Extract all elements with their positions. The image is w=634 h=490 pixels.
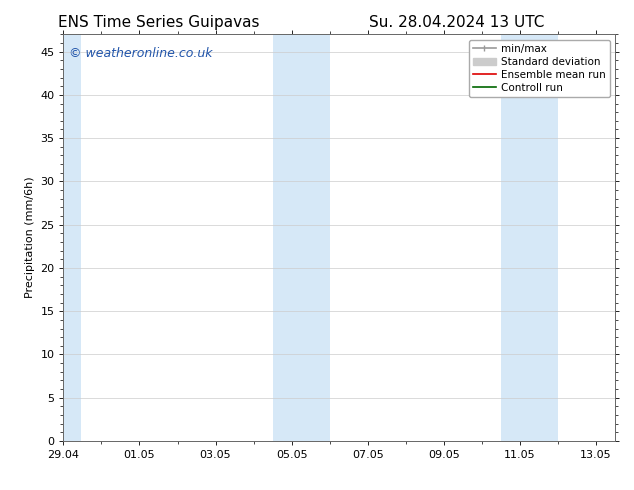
Bar	[63, 34, 81, 441]
Text: Su. 28.04.2024 13 UTC: Su. 28.04.2024 13 UTC	[369, 15, 544, 30]
Y-axis label: Precipitation (mm/6h): Precipitation (mm/6h)	[25, 177, 35, 298]
Text: ENS Time Series Guipavas: ENS Time Series Guipavas	[58, 15, 259, 30]
Bar	[501, 34, 558, 441]
Text: © weatheronline.co.uk: © weatheronline.co.uk	[69, 47, 212, 59]
Bar	[273, 34, 330, 441]
Legend: min/max, Standard deviation, Ensemble mean run, Controll run: min/max, Standard deviation, Ensemble me…	[469, 40, 610, 97]
